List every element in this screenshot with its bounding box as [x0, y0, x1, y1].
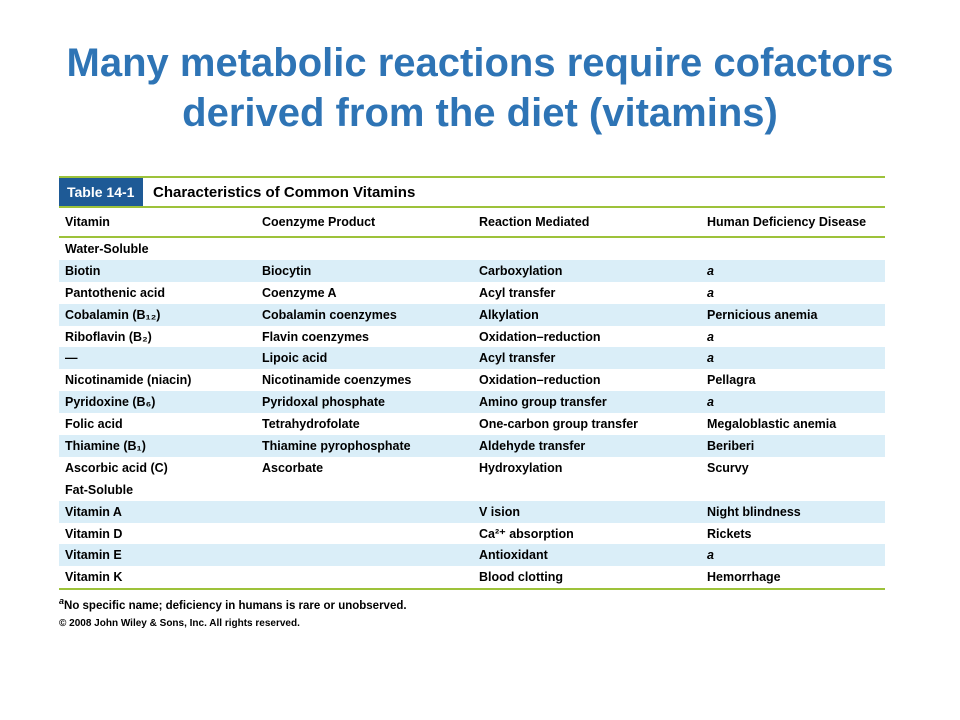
- table-number-tag: Table 14-1: [59, 178, 143, 206]
- footnote-text: No specific name; deficiency in humans i…: [64, 600, 407, 613]
- slide-title-line-2: derived from the diet (vitamins): [182, 91, 778, 135]
- cell-vitamin: Folic acid: [59, 413, 256, 436]
- cell-reaction: Carboxylation: [473, 259, 701, 282]
- cell-reaction: Blood clotting: [473, 566, 701, 590]
- table-section-row: Fat-Soluble: [59, 478, 885, 501]
- table-row: Vitamin K Blood clotting Hemorrhage: [59, 566, 885, 590]
- cell-vitamin: Ascorbic acid (C): [59, 456, 256, 479]
- slide-title: Many metabolic reactions require cofacto…: [0, 38, 960, 138]
- table-row: Vitamin A V ision Night blindness: [59, 500, 885, 523]
- cell-disease: Pernicious anemia: [701, 303, 885, 326]
- cell-reaction: Oxidation–reduction: [473, 369, 701, 392]
- column-header-coenzyme: Coenzyme Product: [262, 215, 376, 229]
- cell-disease: Pellagra: [701, 369, 885, 392]
- table-row: Riboflavin (B₂) Flavin coenzymes Oxidation…: [59, 325, 885, 348]
- table-row: Cobalamin (B₁₂) Cobalamin coenzymes Alkyla…: [59, 303, 885, 326]
- section-label: Water-Soluble: [59, 237, 885, 260]
- cell-coenzyme: Biocytin: [256, 259, 473, 282]
- cell-vitamin: Riboflavin (B₂): [59, 325, 256, 348]
- cell-coenzyme: Nicotinamide coenzymes: [256, 369, 473, 392]
- cell-vitamin: Nicotinamide (niacin): [59, 369, 256, 392]
- vitamin-table-container: Table 14-1 Characteristics of Common Vit…: [59, 176, 885, 629]
- cell-disease: Scurvy: [701, 456, 885, 479]
- cell-coenzyme: [256, 544, 473, 567]
- cell-disease: a: [701, 544, 885, 567]
- cell-coenzyme: Tetrahydrofolate: [256, 413, 473, 436]
- table-row: Folic acid Tetrahydrofolate One-carbon gro…: [59, 413, 885, 436]
- cell-coenzyme: Pyridoxal phosphate: [256, 391, 473, 414]
- table-column-header-row: Vitamin Coenzyme Product Reaction Mediat…: [59, 207, 885, 237]
- table-row: Nicotinamide (niacin) Nicotinamide coenzy…: [59, 369, 885, 392]
- table-row: — Lipoic acid Acyl transfer a: [59, 347, 885, 370]
- cell-coenzyme: Coenzyme A: [256, 281, 473, 304]
- cell-reaction: Hydroxylation: [473, 456, 701, 479]
- section-label: Fat-Soluble: [59, 478, 885, 501]
- cell-vitamin: Vitamin E: [59, 544, 256, 567]
- copyright-notice: © 2008 John Wiley & Sons, Inc. All right…: [59, 618, 300, 630]
- cell-reaction: Antioxidant: [473, 544, 701, 567]
- cell-disease: a: [701, 281, 885, 304]
- cell-coenzyme: [256, 500, 473, 523]
- cell-disease: a: [701, 347, 885, 370]
- cell-coenzyme: Lipoic acid: [256, 347, 473, 370]
- cell-reaction: Acyl transfer: [473, 281, 701, 304]
- cell-coenzyme: [256, 522, 473, 545]
- cell-disease: a: [701, 325, 885, 348]
- cell-reaction: Alkylation: [473, 303, 701, 326]
- table-row: Biotin Biocytin Carboxylation a: [59, 259, 885, 282]
- cell-coenzyme: Flavin coenzymes: [256, 325, 473, 348]
- table-row: Ascorbic acid (C) Ascorbate Hydroxylation S…: [59, 456, 885, 479]
- cell-vitamin: Cobalamin (B₁₂): [59, 303, 256, 326]
- cell-reaction: Oxidation–reduction: [473, 325, 701, 348]
- cell-reaction: V ision: [473, 500, 701, 523]
- cell-vitamin: —: [59, 347, 256, 370]
- cell-vitamin: Pyridoxine (B₆): [59, 391, 256, 414]
- cell-coenzyme: Ascorbate: [256, 456, 473, 479]
- column-header-reaction: Reaction Mediated: [479, 215, 590, 229]
- table-body: Water-Soluble Biotin Biocytin Carboxylation…: [59, 237, 885, 590]
- column-header-disease: Human Deficiency Disease: [707, 215, 867, 229]
- cell-disease: Hemorrhage: [701, 566, 885, 590]
- cell-vitamin: Vitamin K: [59, 566, 256, 590]
- cell-vitamin: Biotin: [59, 259, 256, 282]
- cell-reaction: Amino group transfer: [473, 391, 701, 414]
- cell-vitamin: Vitamin D: [59, 522, 256, 545]
- table-row: Pantothenic acid Coenzyme A Acyl transfer a: [59, 281, 885, 304]
- cell-vitamin: Vitamin A: [59, 500, 256, 523]
- table-row: Pyridoxine (B₆) Pyridoxal phosphate Amino …: [59, 391, 885, 414]
- cell-disease: a: [701, 259, 885, 282]
- slide-title-line-1: Many metabolic reactions require cofacto…: [66, 41, 894, 85]
- table-caption: Characteristics of Common Vitamins: [153, 183, 416, 201]
- table-row: Vitamin E Antioxidant a: [59, 544, 885, 567]
- cell-disease: Megaloblastic anemia: [701, 413, 885, 436]
- cell-disease: Night blindness: [701, 500, 885, 523]
- cell-coenzyme: Thiamine pyrophosphate: [256, 435, 473, 457]
- cell-disease: a: [701, 391, 885, 414]
- cell-vitamin: Pantothenic acid: [59, 281, 256, 304]
- cell-reaction: Ca²⁺ absorption: [473, 522, 701, 545]
- vitamin-table: Vitamin Coenzyme Product Reaction Mediat…: [59, 206, 885, 590]
- cell-disease: Rickets: [701, 522, 885, 545]
- cell-coenzyme: [256, 566, 473, 590]
- table-section-row: Water-Soluble: [59, 237, 885, 260]
- cell-coenzyme: Cobalamin coenzymes: [256, 303, 473, 326]
- cell-reaction: One-carbon group transfer: [473, 413, 701, 436]
- column-header-vitamin: Vitamin: [65, 215, 110, 229]
- table-row: Vitamin D Ca²⁺ absorption Rickets: [59, 522, 885, 545]
- table-row: Thiamine (B₁) Thiamine pyrophosphate Aldeh…: [59, 435, 885, 457]
- footnote-marker: a: [59, 596, 65, 607]
- table-header: Table 14-1 Characteristics of Common Vit…: [59, 176, 885, 206]
- cell-vitamin: Thiamine (B₁): [59, 435, 256, 457]
- table-footnote: aNo specific name; deficiency in humans …: [59, 596, 885, 612]
- cell-reaction: Aldehyde transfer: [473, 435, 701, 457]
- cell-disease: Beriberi: [701, 435, 885, 457]
- cell-reaction: Acyl transfer: [473, 347, 701, 370]
